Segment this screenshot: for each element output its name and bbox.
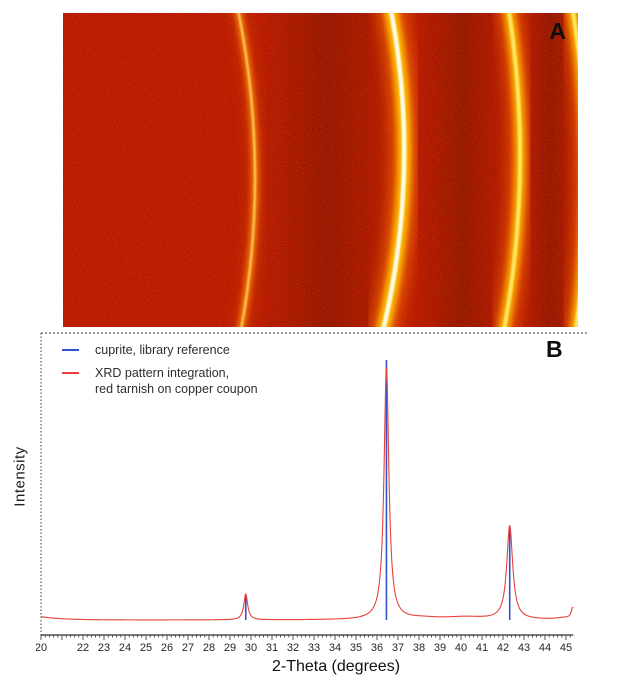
x-tick-label: 45: [560, 642, 572, 654]
xrd-plot-canvas: 20 22 23 24 25 26 27 28 29 30 31 32 33 34 35 36 37 38 39 40…: [36, 332, 588, 654]
series-integration-curve: [40, 367, 574, 621]
series-cuprite-reference: [244, 360, 511, 620]
x-tick-label: 44: [539, 642, 551, 654]
x-tick-label: 41: [476, 642, 488, 654]
x-tick-label: 22: [77, 642, 89, 654]
x-tick-label: 31: [266, 642, 278, 654]
panel-a-label: A: [549, 18, 566, 44]
ring-3-bright: [491, 13, 534, 327]
panel-a-detector-image: A: [63, 13, 578, 327]
legend-line-blue: [62, 349, 79, 351]
x-tick-label: 40: [455, 642, 467, 654]
legend-label-integration-line1: XRD pattern integration,: [95, 366, 230, 380]
x-tick-label: 20: [36, 642, 47, 654]
detector-image-canvas: [63, 13, 578, 327]
x-tick-label: 29: [224, 642, 236, 654]
x-tick-label: 34: [329, 642, 341, 654]
x-tick-label: 32: [287, 642, 299, 654]
x-tick-label: 33: [308, 642, 320, 654]
x-tick-label: 24: [119, 642, 131, 654]
x-tick-label: 27: [182, 642, 194, 654]
legend-label-integration: XRD pattern integration, red tarnish on …: [95, 365, 258, 397]
diffraction-rings: [230, 13, 578, 327]
x-tick-label: 23: [98, 642, 110, 654]
x-tick-label: 43: [518, 642, 530, 654]
x-tick-label: 25: [140, 642, 152, 654]
legend-entry-cuprite: cuprite, library reference: [62, 342, 230, 358]
x-tick-label: 42: [497, 642, 509, 654]
x-tick-label: 35: [350, 642, 362, 654]
x-axis-title: 2-Theta (degrees): [271, 658, 401, 675]
ring-1-faint: [230, 13, 264, 327]
x-tick-label: 30: [245, 642, 257, 654]
y-axis-title: Intensity: [11, 446, 29, 507]
x-tick-label: 37: [392, 642, 404, 654]
ring-2-brightest: [368, 13, 420, 327]
x-tick-label: 28: [203, 642, 215, 654]
x-axis-tick-labels: 20 22 23 24 25 26 27 28 29 30 31 32 33 34 35 36 37 38 39 40…: [36, 642, 572, 654]
x-tick-label: 26: [161, 642, 173, 654]
x-tick-label: 38: [413, 642, 425, 654]
legend-label-integration-line2: red tarnish on copper coupon: [95, 382, 258, 396]
xrd-plot: 20 22 23 24 25 26 27 28 29 30 31 32 33 34 35 36 37 38 39 40…: [36, 330, 592, 682]
x-tick-label: 39: [434, 642, 446, 654]
legend-label-cuprite: cuprite, library reference: [95, 343, 230, 357]
x-axis-ticks: [40, 635, 571, 640]
x-tick-label: 36: [371, 642, 383, 654]
legend-entry-integration: XRD pattern integration, red tarnish on …: [62, 365, 258, 397]
legend-line-red: [62, 372, 79, 374]
panel-b-label: B: [546, 336, 563, 362]
